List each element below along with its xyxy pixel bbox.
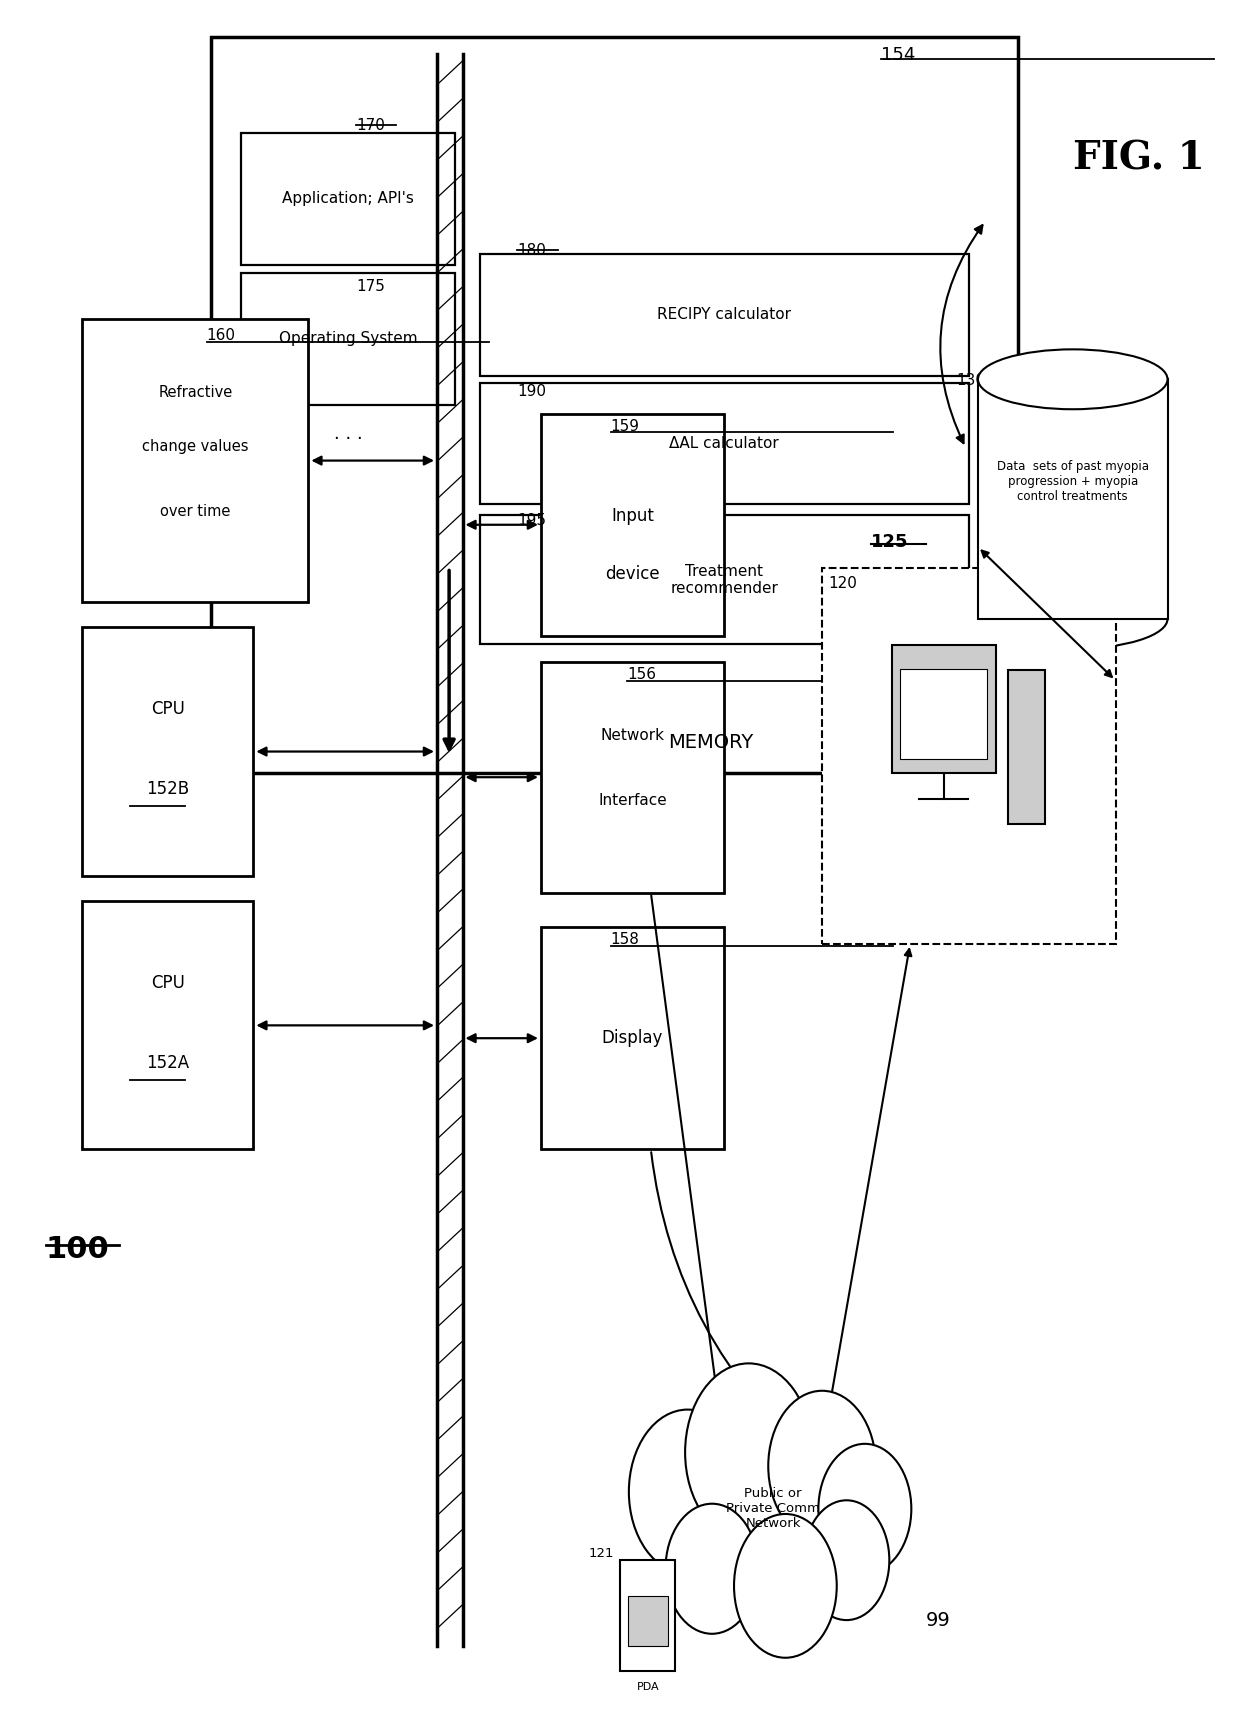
FancyBboxPatch shape — [892, 644, 996, 773]
Text: change values: change values — [143, 440, 249, 453]
FancyBboxPatch shape — [822, 568, 1116, 944]
Text: 195: 195 — [517, 513, 547, 527]
Text: 125: 125 — [870, 534, 909, 551]
Text: 120: 120 — [828, 577, 857, 591]
FancyBboxPatch shape — [82, 319, 309, 601]
Text: 158: 158 — [610, 932, 640, 948]
Text: Display: Display — [601, 1028, 663, 1047]
Text: Network: Network — [600, 728, 665, 743]
FancyBboxPatch shape — [1008, 670, 1044, 824]
Ellipse shape — [978, 589, 1168, 649]
Text: Operating System: Operating System — [279, 331, 418, 347]
FancyBboxPatch shape — [480, 515, 968, 644]
Text: 175: 175 — [356, 278, 384, 294]
FancyBboxPatch shape — [211, 38, 1018, 773]
Text: 170: 170 — [356, 118, 384, 132]
Text: 160: 160 — [207, 328, 236, 343]
FancyBboxPatch shape — [627, 1595, 668, 1647]
Text: ΔAL calculator: ΔAL calculator — [670, 436, 779, 452]
Text: 100: 100 — [46, 1235, 109, 1264]
FancyBboxPatch shape — [541, 414, 724, 635]
Text: CPU: CPU — [151, 974, 185, 992]
Text: Refractive: Refractive — [159, 385, 232, 400]
Text: CPU: CPU — [151, 701, 185, 718]
FancyBboxPatch shape — [82, 627, 253, 876]
Ellipse shape — [978, 349, 1168, 409]
Text: 130: 130 — [956, 373, 986, 388]
Text: Application; API's: Application; API's — [283, 191, 414, 206]
Text: 159: 159 — [610, 419, 640, 434]
Text: . . .: . . . — [334, 426, 362, 443]
FancyBboxPatch shape — [978, 379, 1168, 618]
FancyBboxPatch shape — [541, 927, 724, 1149]
Text: Data  sets of past myopia
progression + myopia
control treatments: Data sets of past myopia progression + m… — [997, 460, 1148, 503]
Text: 152B: 152B — [146, 780, 190, 798]
FancyBboxPatch shape — [242, 273, 455, 405]
Text: 152A: 152A — [146, 1054, 190, 1071]
Text: 180: 180 — [517, 244, 546, 258]
Text: 190: 190 — [517, 385, 547, 398]
Text: MEMORY: MEMORY — [668, 733, 754, 752]
FancyBboxPatch shape — [82, 901, 253, 1149]
Text: over time: over time — [160, 503, 231, 519]
Text: 156: 156 — [627, 666, 656, 682]
FancyBboxPatch shape — [480, 254, 968, 376]
Text: 154: 154 — [880, 46, 915, 64]
Text: RECIPY calculator: RECIPY calculator — [657, 307, 791, 323]
Text: Treatment
recommender: Treatment recommender — [671, 563, 779, 596]
Text: 121: 121 — [589, 1547, 614, 1561]
FancyBboxPatch shape — [620, 1561, 676, 1671]
Text: Input: Input — [611, 507, 653, 525]
Text: PDA: PDA — [636, 1681, 660, 1691]
FancyBboxPatch shape — [480, 383, 968, 505]
Text: Interface: Interface — [598, 793, 667, 807]
Text: Public or
Private Comm
Network: Public or Private Comm Network — [727, 1487, 820, 1530]
FancyBboxPatch shape — [242, 132, 455, 264]
FancyBboxPatch shape — [541, 661, 724, 893]
Text: FIG. 1: FIG. 1 — [1073, 139, 1204, 177]
Text: 99: 99 — [926, 1611, 951, 1629]
Text: device: device — [605, 565, 660, 582]
FancyBboxPatch shape — [900, 668, 987, 759]
